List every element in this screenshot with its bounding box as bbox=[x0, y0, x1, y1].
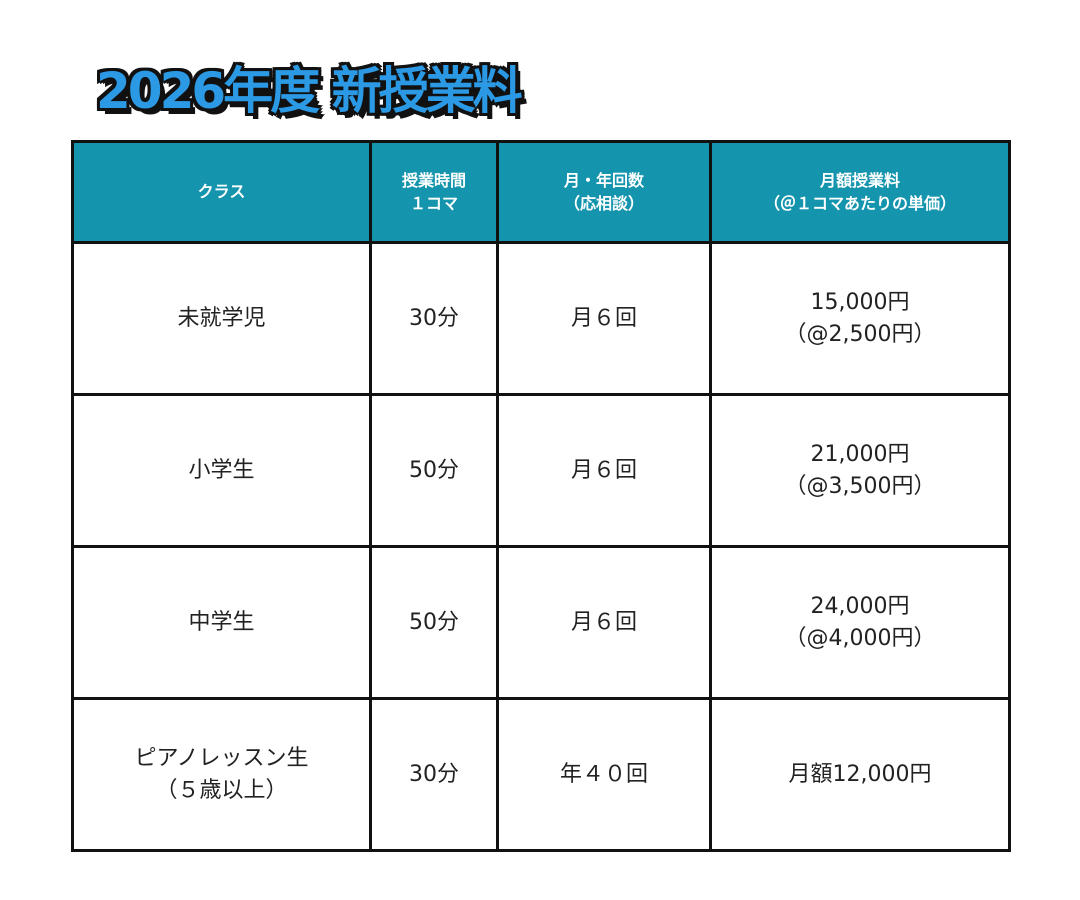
fee-cell: 21,000円 （@3,500円） bbox=[709, 393, 1011, 548]
duration-cell: 30分 bbox=[369, 241, 499, 396]
header-label: クラス bbox=[197, 182, 246, 202]
fee-amount: 21,000円 bbox=[810, 441, 910, 467]
frequency-cell: 月６回 bbox=[496, 393, 712, 548]
fee-cell: 15,000円 （@2,500円） bbox=[709, 241, 1011, 396]
frequency-cell: 月６回 bbox=[496, 545, 712, 700]
fee-amount: 15,000円 bbox=[810, 289, 910, 315]
header-lesson-duration: 授業時間 １コマ bbox=[369, 140, 499, 244]
table-row: 小学生 50分 月６回 21,000円 （@3,500円） bbox=[71, 393, 1011, 548]
header-label: 授業時間 bbox=[401, 170, 466, 190]
fee-unit-price: （@4,000円） bbox=[784, 625, 936, 651]
class-note: （５歳以上） bbox=[155, 777, 288, 803]
fee-unit-price: （@3,500円） bbox=[784, 473, 936, 499]
table-row: ピアノレッスン生 （５歳以上） 30分 年４０回 月額12,000円 bbox=[71, 697, 1011, 852]
class-name: 小学生 bbox=[188, 457, 255, 483]
frequency-cell: 年４０回 bbox=[496, 697, 712, 852]
page-title: 2026年度 新授業料 bbox=[96, 62, 523, 120]
fee-amount: 24,000円 bbox=[810, 593, 910, 619]
fee-amount: 月額12,000円 bbox=[788, 761, 932, 787]
class-cell: ピアノレッスン生 （５歳以上） bbox=[71, 697, 372, 852]
table-row: 未就学児 30分 月６回 15,000円 （@2,500円） bbox=[71, 241, 1011, 396]
tuition-table: クラス 授業時間 １コマ 月・年回数 （応相談） 月額授業料 （＠１コマあたりの… bbox=[71, 140, 1011, 852]
class-name: 中学生 bbox=[188, 609, 255, 635]
duration-cell: 50分 bbox=[369, 393, 499, 548]
fee-cell: 月額12,000円 bbox=[709, 697, 1011, 852]
class-name: ピアノレッスン生 bbox=[134, 745, 309, 771]
class-name: 未就学児 bbox=[177, 305, 266, 331]
fee-unit-price: （@2,500円） bbox=[784, 321, 936, 347]
header-sublabel: （＠１コマあたりの単価） bbox=[763, 194, 956, 213]
fee-cell: 24,000円 （@4,000円） bbox=[709, 545, 1011, 700]
class-cell: 小学生 bbox=[71, 393, 372, 548]
header-sublabel: １コマ bbox=[409, 194, 458, 213]
header-monthly-fee: 月額授業料 （＠１コマあたりの単価） bbox=[709, 140, 1011, 244]
header-label: 月・年回数 bbox=[563, 170, 644, 190]
duration-cell: 50分 bbox=[369, 545, 499, 700]
header-sublabel: （応相談） bbox=[563, 194, 644, 213]
class-cell: 未就学児 bbox=[71, 241, 372, 396]
duration-cell: 30分 bbox=[369, 697, 499, 852]
class-cell: 中学生 bbox=[71, 545, 372, 700]
table-row: 中学生 50分 月６回 24,000円 （@4,000円） bbox=[71, 545, 1011, 700]
frequency-cell: 月６回 bbox=[496, 241, 712, 396]
header-class: クラス bbox=[71, 140, 372, 244]
header-frequency: 月・年回数 （応相談） bbox=[496, 140, 712, 244]
header-label: 月額授業料 bbox=[819, 170, 900, 190]
table-header-row: クラス 授業時間 １コマ 月・年回数 （応相談） 月額授業料 （＠１コマあたりの… bbox=[71, 140, 1011, 244]
